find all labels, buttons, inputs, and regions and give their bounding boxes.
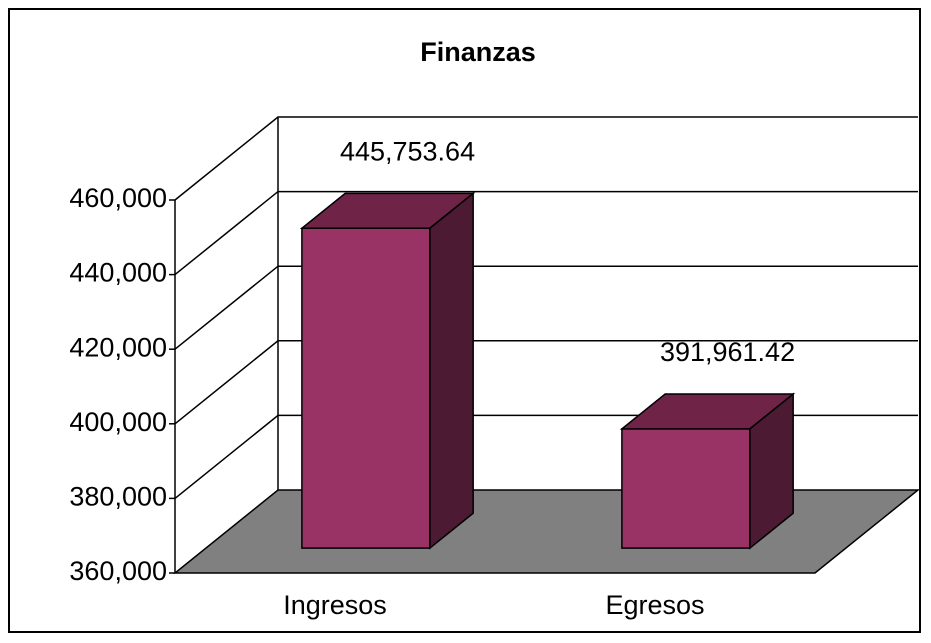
- grid-line: [174, 265, 918, 350]
- y-tick-label: 420,000: [69, 332, 167, 362]
- floor: [172, 489, 921, 574]
- y-tick-label: 380,000: [69, 482, 167, 512]
- y-tick-label: 400,000: [69, 407, 167, 437]
- y-tick-label: 360,000: [69, 556, 167, 586]
- x-tick-label: Ingresos: [283, 590, 387, 620]
- x-tick-label: Egresos: [605, 590, 704, 620]
- data-label: 445,753.64: [340, 137, 475, 167]
- grid-line: [174, 340, 918, 425]
- grid-line: [174, 190, 918, 276]
- data-label: 391,961.42: [660, 337, 795, 367]
- grid-line: [174, 116, 918, 201]
- chart-title: Finanzas: [420, 37, 536, 67]
- bar: [621, 428, 751, 549]
- y-tick-label: 460,000: [69, 183, 167, 213]
- bar-side: [749, 392, 794, 550]
- bar-side: [429, 191, 474, 550]
- y-tick-label: 440,000: [69, 258, 167, 288]
- bar: [301, 227, 431, 549]
